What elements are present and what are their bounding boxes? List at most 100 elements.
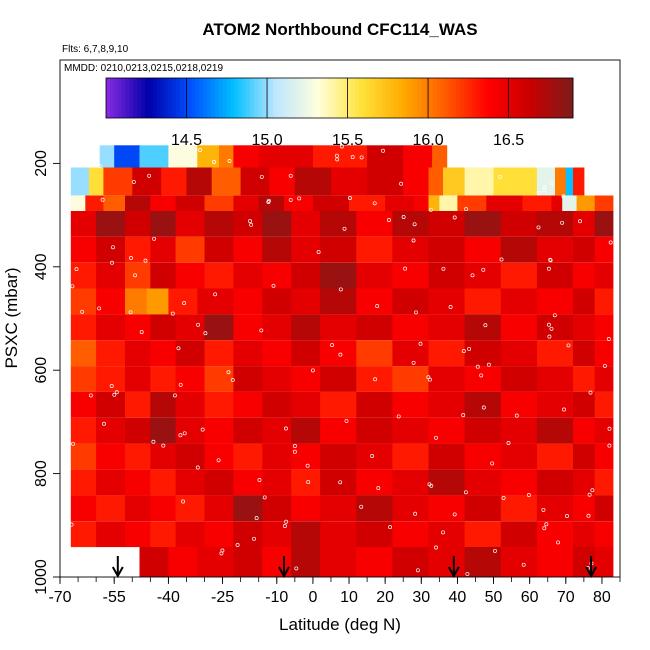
heatmap-cell bbox=[594, 236, 614, 263]
heatmap-cell bbox=[536, 417, 574, 444]
heatmap-cell bbox=[125, 443, 151, 470]
sample-point bbox=[403, 266, 408, 271]
heatmap-cell bbox=[536, 521, 574, 548]
heatmap-cell bbox=[555, 167, 567, 196]
profile-arrow bbox=[447, 556, 460, 579]
heatmap-cell bbox=[320, 366, 357, 392]
heatmap-cell bbox=[175, 521, 206, 548]
heatmap-cell bbox=[428, 417, 466, 444]
heatmap-cell bbox=[204, 391, 234, 418]
heatmap-cell bbox=[197, 145, 220, 168]
heatmap-cell bbox=[356, 262, 393, 289]
heatmap-cell bbox=[291, 521, 321, 548]
heatmap-cell bbox=[320, 547, 357, 577]
sample-point bbox=[129, 256, 133, 260]
heatmap-cell bbox=[125, 195, 151, 211]
sample-point bbox=[283, 426, 288, 431]
sample-point bbox=[288, 197, 293, 202]
sample-point bbox=[467, 346, 472, 351]
x-tick-label: 70 bbox=[557, 589, 575, 606]
colorbar-step bbox=[343, 78, 348, 118]
colorbar-step bbox=[296, 78, 302, 118]
sample-point bbox=[465, 571, 470, 576]
colorbar-step bbox=[129, 78, 134, 118]
heatmap-cell bbox=[392, 340, 430, 367]
heatmap-cell bbox=[457, 195, 487, 211]
colorbar-step bbox=[499, 78, 504, 118]
heatmap-cell bbox=[70, 469, 97, 496]
heatmap-cell bbox=[356, 443, 393, 470]
colorbar-step bbox=[378, 78, 383, 118]
sample-point bbox=[396, 414, 401, 419]
colorbar-step bbox=[440, 78, 446, 118]
heatmap-cell bbox=[204, 469, 234, 496]
sample-point bbox=[565, 514, 569, 518]
heatmap-cell bbox=[392, 366, 430, 392]
sample-point bbox=[71, 441, 76, 446]
sample-point bbox=[602, 363, 607, 368]
sample-point bbox=[607, 426, 612, 431]
heatmap-cell bbox=[500, 417, 538, 444]
heatmap-cell bbox=[428, 469, 466, 496]
colorbar-step bbox=[522, 78, 527, 118]
sample-point bbox=[227, 159, 232, 163]
plot-frame bbox=[59, 59, 621, 578]
sample-point bbox=[178, 433, 183, 438]
sample-point bbox=[230, 378, 235, 383]
heatmap-cell bbox=[291, 288, 321, 315]
sample-point bbox=[372, 201, 377, 206]
colorbar-step bbox=[487, 78, 492, 118]
sample-point bbox=[429, 483, 434, 488]
heatmap-cell bbox=[428, 547, 466, 577]
sample-point bbox=[452, 215, 457, 220]
colorbar-step bbox=[253, 78, 259, 118]
colorbar-step bbox=[300, 78, 305, 118]
heatmap-cell bbox=[294, 167, 332, 196]
sample-point bbox=[288, 173, 293, 178]
sample-point bbox=[607, 443, 612, 448]
heatmap-cell bbox=[403, 145, 433, 168]
heatmap-cell bbox=[320, 443, 357, 470]
colorbar-step bbox=[121, 78, 126, 118]
heatmap-cell bbox=[291, 547, 321, 577]
sample-point bbox=[338, 287, 343, 292]
heatmap-cell bbox=[125, 236, 151, 263]
sample-point bbox=[542, 184, 547, 189]
heatmap-cell bbox=[103, 195, 126, 211]
heatmap-cell bbox=[594, 547, 614, 577]
colorbar-step bbox=[117, 78, 123, 118]
sample-point bbox=[561, 194, 566, 199]
sample-point bbox=[375, 304, 380, 309]
heatmap-cell bbox=[262, 340, 292, 367]
heatmap-cell bbox=[197, 288, 234, 315]
colorbar-step bbox=[347, 78, 352, 118]
heatmap-cell bbox=[233, 145, 260, 168]
sample-point bbox=[257, 478, 262, 482]
y-axis: 200 400 600 800 1000 bbox=[33, 150, 60, 595]
heatmap-cell bbox=[175, 469, 206, 496]
heatmap-cell bbox=[464, 521, 502, 548]
sample-point bbox=[196, 322, 201, 327]
heatmap-cell bbox=[96, 521, 126, 548]
sample-point bbox=[448, 305, 453, 309]
colorbar-step bbox=[393, 78, 399, 118]
sample-point bbox=[588, 390, 593, 395]
heatmap-cell bbox=[204, 495, 234, 522]
sample-point bbox=[386, 218, 391, 222]
colorbar-tick-label: 15.0 bbox=[251, 132, 282, 149]
sample-point bbox=[161, 443, 166, 448]
heatmap-cell bbox=[291, 469, 321, 496]
heatmap-cell bbox=[500, 340, 538, 367]
heatmap-cell bbox=[70, 340, 97, 367]
heatmap-cell bbox=[500, 236, 538, 263]
heatmap-cell bbox=[536, 211, 574, 237]
heatmap-cell bbox=[392, 236, 430, 263]
profile-arrow bbox=[585, 556, 597, 579]
sample-point bbox=[370, 454, 375, 458]
heatmap-cell bbox=[125, 314, 151, 341]
sample-point bbox=[359, 155, 364, 160]
colorbar-tick-label: 16.5 bbox=[493, 132, 524, 149]
sample-point bbox=[70, 284, 75, 289]
heatmap-cell bbox=[125, 366, 151, 392]
